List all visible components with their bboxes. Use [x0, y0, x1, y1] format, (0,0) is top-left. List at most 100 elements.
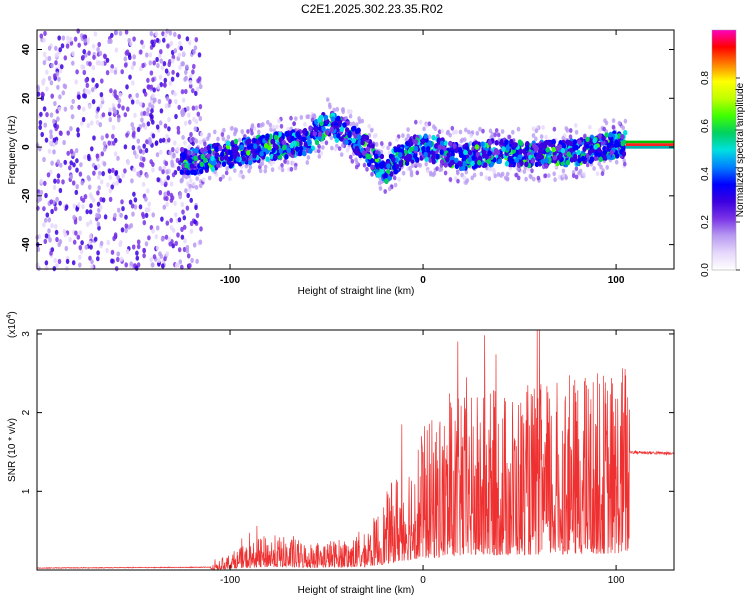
spectrogram-band-cell	[292, 140, 297, 146]
spectrogram-halo-cell	[426, 168, 430, 174]
spectrogram-halo-cell	[433, 126, 438, 132]
spectrogram-band-cell	[302, 150, 307, 157]
spectrogram-band-cell	[308, 148, 313, 154]
spectrogram-noise-cell	[39, 111, 43, 117]
spectrogram-noise-cell	[69, 148, 74, 154]
spectrogram-band-cell	[572, 139, 578, 145]
spectrogram-noise-cell	[182, 224, 187, 230]
spectrogram-noise-cell	[162, 61, 167, 67]
spectrogram-noise-cell	[63, 232, 68, 238]
spectrogram-noise-cell	[150, 39, 154, 45]
spectrogram-noise-cell	[62, 139, 66, 146]
spectrogram-band-cell	[471, 155, 476, 161]
spectrogram-noise-cell	[91, 99, 96, 105]
spectrogram-band-cell	[423, 133, 428, 139]
spectrogram-noise-cell	[146, 77, 150, 83]
spectrogram-halo-cell	[339, 152, 344, 158]
spectrogram-halo-cell	[463, 137, 467, 143]
spectrogram-noise-cell	[94, 165, 98, 171]
spectrogram-noise-cell	[195, 86, 200, 92]
spectrogram-band-cell	[231, 146, 236, 152]
spectrogram-halo-cell	[348, 154, 353, 160]
spectrogram-noise-cell	[123, 112, 128, 118]
spectrogram-noise-cell	[187, 40, 192, 46]
spectrogram-noise-cell	[161, 169, 165, 175]
spectrogram-band-cell	[298, 140, 303, 147]
spectrogram-band-cell	[474, 144, 480, 150]
spectrogram-noise-cell	[75, 158, 79, 164]
spectrogram-band-cell	[380, 162, 386, 169]
spectrogram-halo-cell	[292, 121, 296, 127]
spectrogram-noise-cell	[164, 181, 168, 187]
spectrogram-band-cell	[536, 153, 541, 160]
spectrogram-band-cell	[239, 144, 245, 150]
spectrogram-band-cell	[585, 136, 590, 143]
spectrogram-y-tick-label: 40	[21, 44, 32, 56]
spectrogram-band-cell	[454, 157, 459, 164]
spectrogram-noise-cell	[164, 234, 169, 240]
spectrogram-halo-cell	[599, 164, 603, 170]
spectrogram-noise-cell	[146, 107, 150, 113]
spectrogram-noise-cell	[42, 206, 46, 212]
spectrogram-noise-cell	[49, 199, 54, 205]
spectrogram-noise-cell	[68, 236, 72, 243]
spectrogram-noise-cell	[141, 149, 146, 155]
colorbar-gradient	[712, 30, 736, 270]
spectrogram-noise-cell	[167, 236, 172, 242]
spectrogram-halo-cell	[365, 166, 369, 172]
spectrogram-band-cell	[193, 155, 198, 162]
spectrogram-noise-cell	[144, 196, 148, 202]
spectrogram-noise-cell	[40, 91, 45, 97]
spectrogram-noise-cell	[155, 37, 160, 43]
spectrogram-noise-cell	[102, 146, 107, 152]
spectrogram-noise-cell	[53, 178, 57, 184]
spectrogram-noise-cell	[192, 63, 196, 70]
spectrogram-halo-cell	[233, 129, 238, 135]
spectrogram-y-tick-label: -40	[21, 237, 32, 252]
spectrogram-noise-cell	[196, 111, 201, 117]
spectrogram-band-cell	[370, 143, 375, 149]
spectrogram-noise-cell	[61, 179, 65, 185]
spectrogram-noise-cell	[190, 257, 194, 264]
spectrogram-halo-cell	[370, 171, 374, 177]
spectrogram-x-tick-label: 100	[608, 275, 625, 286]
spectrogram-noise-cell	[145, 173, 149, 179]
spectrogram-noise-cell	[61, 90, 66, 96]
spectrogram-noise-cell	[84, 244, 89, 250]
spectrogram-noise-cell	[75, 69, 79, 75]
spectrogram-noise-cell	[170, 159, 174, 165]
spectrogram-noise-cell	[84, 77, 88, 83]
spectrogram-halo-cell	[568, 134, 573, 140]
spectrogram-band-cell	[216, 162, 221, 168]
spectrogram-noise-cell	[69, 174, 74, 180]
spectrogram-halo-cell	[536, 175, 541, 181]
spectrogram-band-cell	[467, 156, 472, 163]
colorbar-frame	[711, 29, 737, 271]
spectrogram-noise-cell	[87, 50, 91, 56]
spectrogram-noise-cell	[177, 247, 182, 253]
spectrogram-noise-cell	[113, 69, 118, 75]
spectrogram-noise-cell	[135, 92, 139, 98]
spectrogram-noise-cell	[97, 185, 101, 191]
spectrogram-noise-cell	[165, 96, 170, 102]
spectrogram-halo-cell	[577, 170, 581, 176]
spectrogram-halo-cell	[500, 129, 505, 134]
spectrogram-halo-cell	[487, 176, 492, 182]
spectrogram-noise-cell	[66, 130, 70, 136]
spectrogram-halo-cell	[464, 127, 468, 133]
spectrogram-halo-cell	[481, 128, 485, 134]
spectrogram-halo-cell	[530, 168, 534, 174]
spectrogram-halo-cell	[221, 174, 225, 180]
spectrogram-noise-cell	[50, 223, 54, 229]
spectrogram-halo-cell	[228, 176, 232, 182]
spectrogram-band-cell	[383, 172, 388, 179]
spectrogram-noise-cell	[109, 67, 114, 74]
colorbar-ticks: 0.0 0.2 0.4 0.6 0.8	[700, 71, 740, 277]
spectrogram-plot: -100 0 100 -40 -20 0 20 40 Height of straight …	[7, 28, 675, 297]
spectrogram-noise-cell	[45, 112, 49, 118]
spectrogram-noise-cell	[173, 48, 178, 54]
spectrogram-noise-cell	[126, 106, 130, 112]
spectrogram-band-cell	[601, 135, 606, 142]
spectrogram-band-cell	[223, 154, 229, 161]
